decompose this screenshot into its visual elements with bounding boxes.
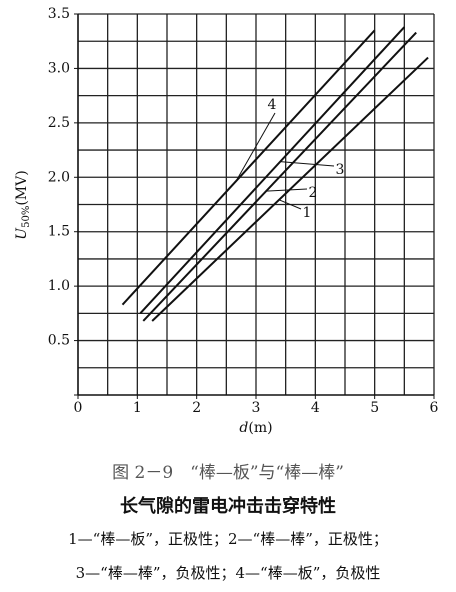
label-leader (278, 199, 302, 210)
x-tick-label: 6 (430, 400, 439, 416)
y-tick-label: 0.5 (48, 333, 70, 349)
label-leader (280, 161, 335, 167)
series-line (139, 26, 406, 315)
y-tick-label: 2.5 (48, 115, 70, 131)
x-tick-label: 2 (192, 400, 201, 416)
y-label-sub: 50% (21, 206, 32, 228)
y-tick-label: 1.5 (48, 224, 70, 240)
figure-note: 3—“棒—棒”，负极性；4—“棒—板”，负极性 (75, 564, 381, 582)
y-tick-label: 1.0 (48, 278, 70, 294)
x-tick-label: 1 (133, 400, 142, 416)
x-label-main: d (239, 420, 248, 436)
figure-title: 长气隙的雷电冲击击穿特性 (120, 496, 336, 517)
x-tick-label: 4 (311, 400, 320, 416)
series-label: 2 (309, 185, 318, 201)
series-label: 3 (336, 162, 345, 178)
figure-number: 图 2－9 “棒—板”与“棒—棒” (112, 463, 344, 483)
y-label-main: U (14, 227, 30, 240)
x-tick-label: 0 (74, 400, 83, 416)
chart: U50%(MV) d(m) 0 1 2 3 4 5 6 0.5 1.0 1.5 2.0 2.5 3.0 3… (14, 6, 439, 436)
y-label-unit: (MV) (14, 170, 30, 205)
x-tick-label: 5 (370, 400, 379, 416)
series-label: 4 (268, 97, 277, 113)
series-line (151, 56, 429, 322)
y-tick-label: 3.5 (48, 6, 70, 22)
y-axis-label: U50%(MV) (14, 170, 32, 239)
series-line (142, 31, 417, 322)
x-label-unit: (m) (248, 420, 272, 436)
series-label: 1 (303, 205, 312, 221)
label-leader (266, 188, 308, 192)
label-leader (235, 112, 276, 182)
figure-note: 1—“棒—板”，正极性；2—“棒—棒”，正极性； (68, 530, 388, 548)
x-axis-label: d(m) (239, 420, 272, 436)
x-tick-label: 3 (252, 400, 261, 416)
y-tick-label: 2.0 (48, 169, 70, 185)
y-tick-label: 3.0 (48, 60, 70, 76)
series-line (121, 29, 376, 306)
